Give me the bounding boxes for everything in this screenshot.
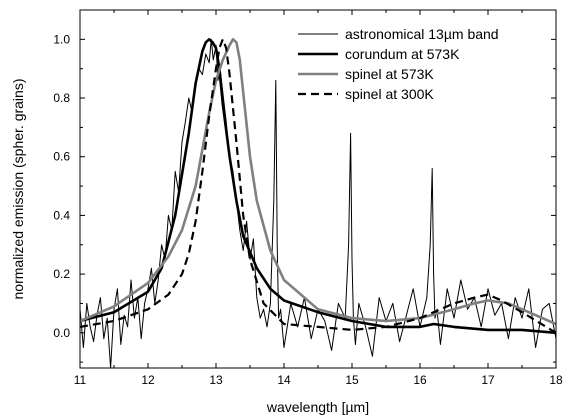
x-axis-title: wavelength [µm] [266, 399, 369, 415]
series-line-1 [80, 38, 556, 335]
legend-label-2: spinel at 573K [345, 66, 434, 82]
series-line-0 [80, 38, 556, 368]
legend: astronomical 13µm band corundum at 573K sp… [298, 26, 499, 102]
y-tick-label: 1.0 [53, 32, 70, 46]
x-tick-label: 17 [481, 373, 495, 387]
y-tick-label: 0.0 [53, 326, 70, 340]
y-tick-label: 0.4 [53, 208, 70, 222]
series-layer [80, 38, 556, 368]
plot-frame [79, 9, 557, 369]
x-tick-label: 18 [549, 373, 563, 387]
x-tick-label: 15 [345, 373, 359, 387]
x-tick-label: 13 [209, 373, 223, 387]
legend-label-0: astronomical 13µm band [345, 26, 499, 42]
legend-label-1: corundum at 573K [345, 46, 460, 62]
legend-label-3: spinel at 300K [345, 86, 434, 102]
x-tick-label: 11 [74, 373, 87, 387]
x-tick-label: 16 [413, 373, 427, 387]
x-tick-label: 12 [141, 373, 155, 387]
y-tick-label: 0.2 [53, 267, 70, 281]
y-tick-label: 0.6 [53, 150, 70, 164]
tick-layer: 11 12 13 14 15 16 17 18 0.0 0.2 0.4 0.6 0.8 1.0 [53, 10, 563, 387]
series-line-3 [80, 38, 556, 334]
x-tick-label: 14 [277, 373, 291, 387]
series-line-2 [80, 38, 556, 326]
y-tick-label: 0.8 [53, 91, 70, 105]
y-axis-title: normalized emission (spher. grains) [10, 79, 26, 300]
